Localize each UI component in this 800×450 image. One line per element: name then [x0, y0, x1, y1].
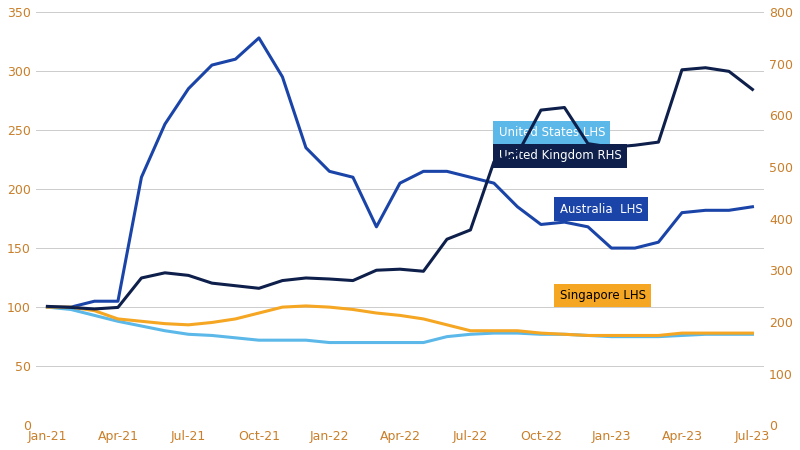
- Text: United States LHS: United States LHS: [498, 126, 605, 139]
- Text: United Kingdom RHS: United Kingdom RHS: [498, 149, 622, 162]
- Text: Australia  LHS: Australia LHS: [560, 202, 642, 216]
- Text: Singapore LHS: Singapore LHS: [560, 289, 646, 302]
